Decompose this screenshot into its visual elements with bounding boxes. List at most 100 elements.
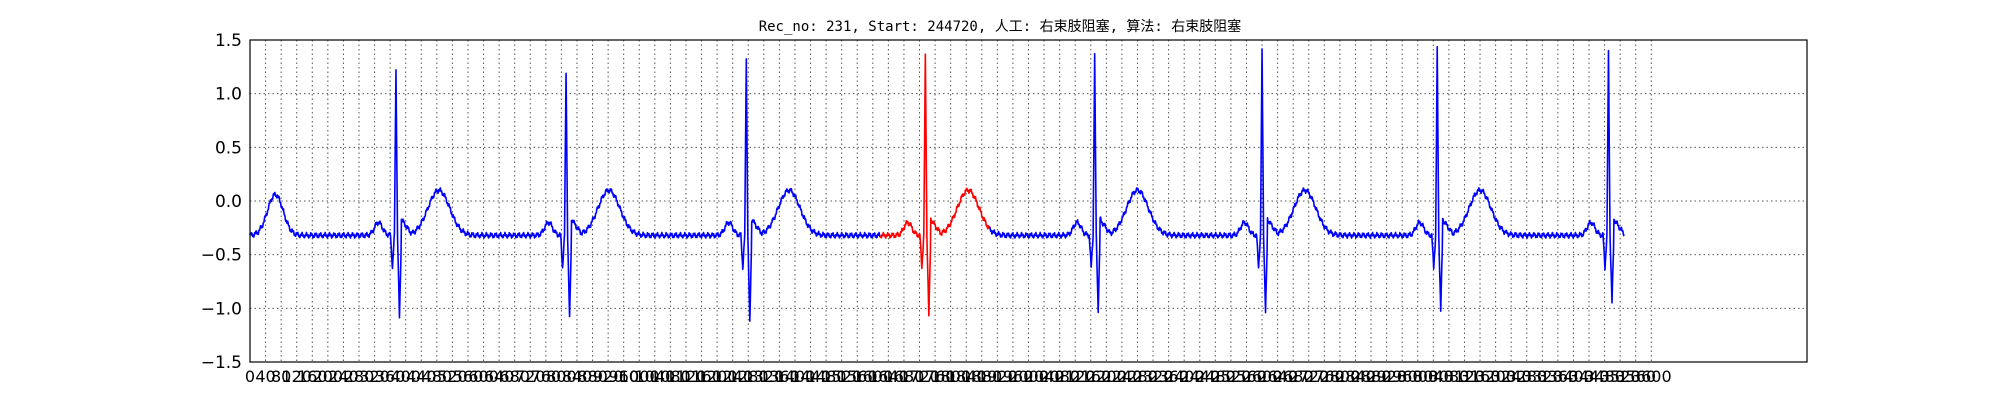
x-tick-label: 160 [297, 367, 328, 386]
x-tick-label: 2080 [1039, 367, 1080, 386]
x-tick-label: 760 [531, 367, 562, 386]
x-tick-label: 2320 [1133, 367, 1174, 386]
x-tick-label: 1720 [899, 367, 940, 386]
x-tick-label: 1600 [852, 367, 893, 386]
x-tick-label: 3400 [1553, 367, 1594, 386]
x-tick-label: 2440 [1179, 367, 1220, 386]
x-tick-label: 560 [453, 367, 484, 386]
chart-title: Rec_no: 231, Start: 244720, 人工: 右束肢阻塞, 算… [759, 18, 1242, 35]
x-tick-label: 3120 [1444, 367, 1485, 386]
x-tick-label: 2560 [1226, 367, 1267, 386]
x-tick-label: 2680 [1273, 367, 1314, 386]
ecg-trace [249, 45, 1625, 322]
x-tick-label: 1560 [837, 367, 878, 386]
plot-frame [249, 39, 1808, 363]
x-tick-label: 2840 [1335, 367, 1376, 386]
x-tick-label: 2400 [1164, 367, 1205, 386]
x-tick-label: 2040 [1024, 367, 1065, 386]
x-tick-label: 240 [328, 367, 359, 386]
x-tick-label: 2960 [1382, 367, 1423, 386]
x-tick-label: 1480 [806, 367, 847, 386]
x-tick-label: 2240 [1102, 367, 1143, 386]
x-tick-label: 720 [515, 367, 546, 386]
x-tick-label: 520 [437, 367, 468, 386]
ecg-segment-2 [989, 45, 1625, 314]
x-tick-label: 1960 [993, 367, 1034, 386]
x-tick-label: 2200 [1086, 367, 1127, 386]
x-tick-label: 1840 [946, 367, 987, 386]
x-tick-label: 640 [484, 367, 515, 386]
x-tick-label: 280 [344, 367, 375, 386]
x-tick-label: 1120 [666, 367, 707, 386]
x-tick-label: 1240 [712, 367, 753, 386]
x-tick-label: 200 [313, 367, 344, 386]
x-tick-label: 2720 [1288, 367, 1329, 386]
x-tick-label: 3160 [1460, 367, 1501, 386]
x-tick-label: 1880 [961, 367, 1002, 386]
y-tick-label: 0.5 [215, 138, 242, 158]
x-tick-label: 3600 [1631, 367, 1672, 386]
x-tick-label: 2160 [1070, 367, 1111, 386]
x-tick-label: 3280 [1506, 367, 1547, 386]
x-tick-label: 1040 [634, 367, 675, 386]
x-tick-label: 2600 [1242, 367, 1283, 386]
ecg-segment-0 [249, 58, 882, 322]
x-tick-label: 1800 [930, 367, 971, 386]
x-tick-label: 360 [375, 367, 406, 386]
x-tick-label: 3520 [1600, 367, 1641, 386]
x-tick-label: 120 [281, 367, 312, 386]
x-tick-label: 2800 [1320, 367, 1361, 386]
x-tick-label: 880 [577, 367, 608, 386]
x-tick-label: 2480 [1195, 367, 1236, 386]
x-tick-label: 3440 [1569, 367, 1610, 386]
x-tick-label: 2520 [1211, 367, 1252, 386]
x-tick-label: 1280 [728, 367, 769, 386]
x-tick-label: 2880 [1351, 367, 1392, 386]
x-tick-label: 2640 [1257, 367, 1298, 386]
x-tick-label: 1080 [650, 367, 691, 386]
x-tick-label: 2000 [1008, 367, 1049, 386]
x-tick-label: 920 [593, 367, 624, 386]
x-tick-label: 1320 [743, 367, 784, 386]
x-tick-label: 3240 [1491, 367, 1532, 386]
x-tick-label: 3360 [1538, 367, 1579, 386]
x-tick-label: 3320 [1522, 367, 1563, 386]
y-axis: −1.5 −1.0 −0.5 0.0 0.5 1.0 1.5 [201, 31, 242, 373]
x-tick-label: 1680 [884, 367, 925, 386]
y-tick-label: 1.0 [215, 85, 242, 105]
x-tick-label: 3560 [1615, 367, 1656, 386]
x-tick-label: 2280 [1117, 367, 1158, 386]
x-tick-label: 3480 [1584, 367, 1625, 386]
x-tick-label: 2360 [1148, 367, 1189, 386]
x-tick-label: 960 [608, 367, 639, 386]
ecg-segment-1 [879, 53, 991, 317]
y-tick-label: 0.0 [215, 192, 242, 212]
x-tick-label: 400 [390, 367, 421, 386]
x-tick-label: 1160 [681, 367, 722, 386]
x-tick-label: 480 [422, 367, 453, 386]
x-tick-label: 1640 [868, 367, 909, 386]
x-tick-label: 600 [468, 367, 499, 386]
x-tick-label: 1760 [915, 367, 956, 386]
x-tick-label: 840 [562, 367, 593, 386]
x-tick-label: 2920 [1366, 367, 1407, 386]
x-tick-label: 3000 [1397, 367, 1438, 386]
y-tick-label: −0.5 [201, 246, 242, 266]
x-tick-label: 440 [406, 367, 437, 386]
x-tick-label: 800 [546, 367, 577, 386]
x-tick-label: 1520 [821, 367, 862, 386]
y-tick-label: −1.5 [201, 353, 242, 373]
x-tick-label: 1000 [619, 367, 660, 386]
x-tick-label: 2120 [1055, 367, 1096, 386]
x-axis: 0 408012016020024028032036040044048052056… [245, 367, 1672, 386]
y-tick-label: −1.0 [201, 299, 242, 319]
x-tick-label: 1200 [697, 367, 738, 386]
x-tick-label: 320 [359, 367, 390, 386]
x-tick-label: 2760 [1304, 367, 1345, 386]
x-tick-label: 80 [271, 367, 291, 386]
x-tick-label: 40 [255, 367, 275, 386]
x-tick-label: 3200 [1475, 367, 1516, 386]
grid [250, 40, 1807, 362]
x-tick-label: 1920 [977, 367, 1018, 386]
